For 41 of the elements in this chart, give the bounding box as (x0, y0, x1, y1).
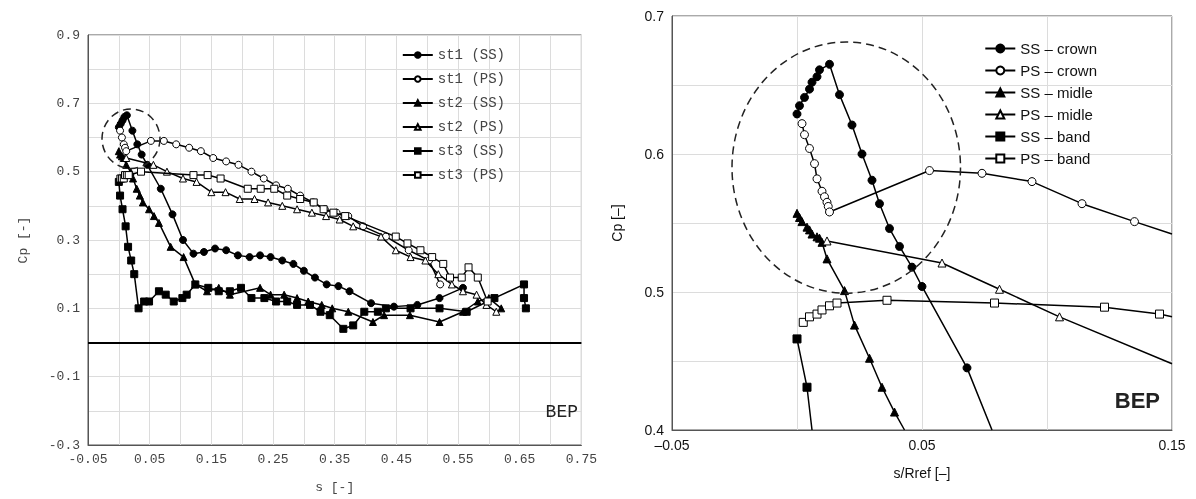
annotation: BEP (1114, 387, 1161, 413)
legend-label: PS – crown (1020, 62, 1097, 79)
y-tick-label: 0.3 (56, 232, 80, 248)
x-axis-title: s [-] (315, 480, 355, 495)
y-tick-label: -0.1 (48, 369, 81, 385)
x-tick-label: 0.65 (504, 452, 536, 467)
x-tick-label: 0.55 (442, 452, 474, 467)
x-tick-label: –0.05 (654, 437, 690, 453)
legend-label: PS – midle (1020, 106, 1093, 123)
legend-label: SS – midle (1020, 84, 1093, 101)
legend-label: SS – band (1020, 128, 1091, 145)
legend-label: st1 (PS) (437, 71, 506, 87)
x-tick-label: 0.05 (908, 437, 936, 453)
y-tick-label: 0.1 (56, 300, 81, 316)
y-tick-label: 0.6 (644, 146, 665, 162)
y-tick-label: 0.4 (644, 422, 665, 438)
y-tick-label: 0.7 (644, 8, 665, 24)
y-axis-title: Cp [-] (16, 216, 31, 264)
legend-label: st2 (SS) (437, 95, 506, 111)
legend-label: PS – band (1020, 150, 1091, 167)
y-tick-label: 0.9 (56, 27, 80, 43)
legend-label: SS – crown (1020, 40, 1097, 57)
x-tick-label: 0.25 (257, 452, 289, 467)
y-tick-label: -0.3 (48, 437, 80, 453)
legend-label: st2 (PS) (437, 119, 506, 135)
legend-label: st1 (SS) (437, 47, 506, 63)
x-tick-label: 0.15 (1158, 437, 1186, 453)
y-tick-label: 0.5 (644, 284, 665, 300)
x-tick-label: 0.35 (319, 452, 351, 467)
y-tick-label: 0.7 (56, 95, 80, 111)
y-axis-title: Cp [–] (609, 204, 625, 242)
x-axis-title: s/Rref [–] (893, 465, 951, 481)
x-tick-label: 0.75 (565, 452, 598, 467)
legend-label: st3 (PS) (437, 167, 506, 183)
x-tick-label: 0.05 (134, 452, 166, 467)
x-tick-label: -0.05 (68, 452, 108, 467)
x-tick-label: 0.15 (195, 452, 227, 467)
x-tick-label: 0.45 (380, 452, 412, 467)
legend-label: st3 (SS) (437, 143, 506, 159)
y-tick-label: 0.5 (56, 164, 80, 180)
annotation: BEP (545, 402, 578, 422)
